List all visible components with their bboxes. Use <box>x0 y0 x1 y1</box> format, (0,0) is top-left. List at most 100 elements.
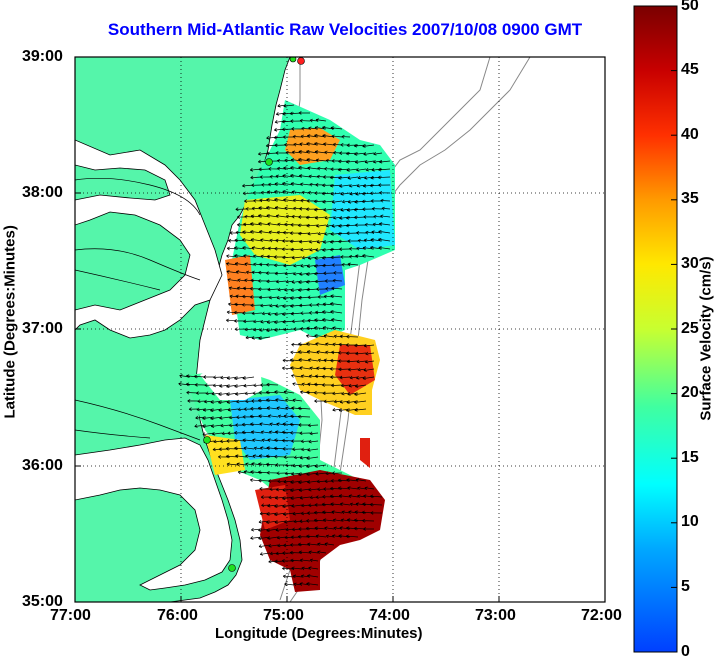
velocity-arrow <box>355 351 367 356</box>
velocity-arrow <box>269 422 279 427</box>
velocity-arrow <box>258 167 271 172</box>
velocity-arrow <box>306 534 319 539</box>
velocity-arrow <box>290 247 303 252</box>
velocity-arrow <box>234 262 247 266</box>
velocity-arrow <box>345 534 359 539</box>
velocity-arrow <box>290 182 303 186</box>
velocity-arrow <box>291 374 303 378</box>
velocity-arrow <box>314 503 327 507</box>
velocity-arrow <box>323 487 335 491</box>
velocity-arrow <box>307 382 319 387</box>
chart-title: Southern Mid-Atlantic Raw Velocities 200… <box>107 20 583 39</box>
velocity-arrow <box>315 471 327 476</box>
velocity-arrow <box>305 207 319 212</box>
velocity-arrow <box>341 199 351 204</box>
velocity-arrow <box>314 279 327 284</box>
velocity-arrow <box>347 486 359 490</box>
velocity-arrow <box>258 536 271 540</box>
velocity-arrow <box>299 431 311 436</box>
velocity-arrow <box>293 198 303 203</box>
velocity-arrow <box>307 448 319 452</box>
velocity-arrow <box>282 190 295 194</box>
velocity-arrow <box>266 470 279 475</box>
gridlines <box>75 57 605 602</box>
velocity-arrow <box>242 246 255 250</box>
velocity-arrow <box>315 342 327 346</box>
velocity-arrow <box>306 519 319 523</box>
velocity-arrow <box>300 311 311 316</box>
velocity-arrow <box>275 151 287 155</box>
velocity-arrow <box>283 390 295 394</box>
velocity-arrow <box>298 111 311 115</box>
velocity-arrow <box>275 398 287 402</box>
velocity-arrow <box>307 166 319 170</box>
velocity-arrow <box>258 414 271 418</box>
velocity-arrow <box>309 303 319 307</box>
velocity-arrow <box>259 552 271 556</box>
velocity-arrow <box>226 400 239 404</box>
velocity-arrow <box>348 494 359 498</box>
velocity-arrow <box>299 174 311 178</box>
velocity-arrow <box>322 318 335 322</box>
velocity-arrow <box>356 359 367 364</box>
velocity-arrow <box>284 142 295 147</box>
velocity-arrow <box>251 462 263 466</box>
velocity-arrow <box>300 247 311 252</box>
velocity-arrow <box>316 287 327 291</box>
velocity-arrow <box>259 422 271 426</box>
velocity-arrow <box>235 270 247 274</box>
velocity-arrow <box>299 303 311 308</box>
velocity-arrow <box>306 223 319 228</box>
velocity-arrow <box>362 184 375 188</box>
velocity-arrow <box>300 374 311 379</box>
velocity-arrow <box>218 455 231 459</box>
velocity-arrow <box>276 471 287 476</box>
velocity-arrow <box>242 376 255 380</box>
velocity-arrow <box>297 542 311 547</box>
velocity-arrow <box>253 319 263 324</box>
velocity-arrow <box>277 222 287 227</box>
velocity-arrow <box>330 383 343 388</box>
velocity-arrow <box>265 262 279 267</box>
velocity-arrow <box>380 214 391 219</box>
velocity-arrow <box>235 423 247 427</box>
velocity-arrow <box>275 430 287 434</box>
colorbar-tick-label: 50 <box>681 0 699 14</box>
velocity-arrow <box>346 478 359 482</box>
velocity-arrow <box>329 183 343 188</box>
velocity-arrow <box>282 255 295 260</box>
velocity-arrow <box>325 534 335 539</box>
velocity-arrow <box>212 431 223 436</box>
velocity-arrow <box>266 382 279 387</box>
velocity-arrow <box>292 134 303 139</box>
velocity-arrow <box>333 399 343 404</box>
velocity-arrow <box>243 446 255 450</box>
velocity-arrow <box>317 550 327 555</box>
velocity-arrow <box>308 487 319 492</box>
velocity-arrow <box>347 262 359 267</box>
velocity-arrow <box>363 215 375 219</box>
velocity-arrow <box>293 582 303 587</box>
velocity-arrow <box>322 494 335 499</box>
radar-site-marker <box>228 564 236 572</box>
velocity-orange-patch <box>285 128 340 165</box>
velocity-arrow <box>371 206 383 211</box>
velocity-arrow <box>253 446 263 451</box>
colorbar-tick-label: 10 <box>681 513 699 530</box>
velocity-arrow <box>275 214 287 218</box>
velocity-arrow <box>324 215 335 220</box>
velocity-arrow <box>332 142 343 147</box>
velocity-arrow <box>322 240 335 244</box>
velocity-arrow <box>242 438 255 443</box>
velocity-arrow <box>329 367 343 371</box>
velocity-arrow <box>253 254 263 259</box>
x-tick-label: 76:00 <box>157 607 198 624</box>
velocity-arrow <box>250 422 263 427</box>
velocity-arrow <box>292 574 303 579</box>
velocity-arrow <box>355 478 367 482</box>
velocity-arrow <box>314 207 327 212</box>
velocity-arrow <box>235 294 247 299</box>
velocity-arrow <box>348 367 359 372</box>
pamlico-sound <box>75 437 233 591</box>
radar-site-marker <box>289 57 297 63</box>
